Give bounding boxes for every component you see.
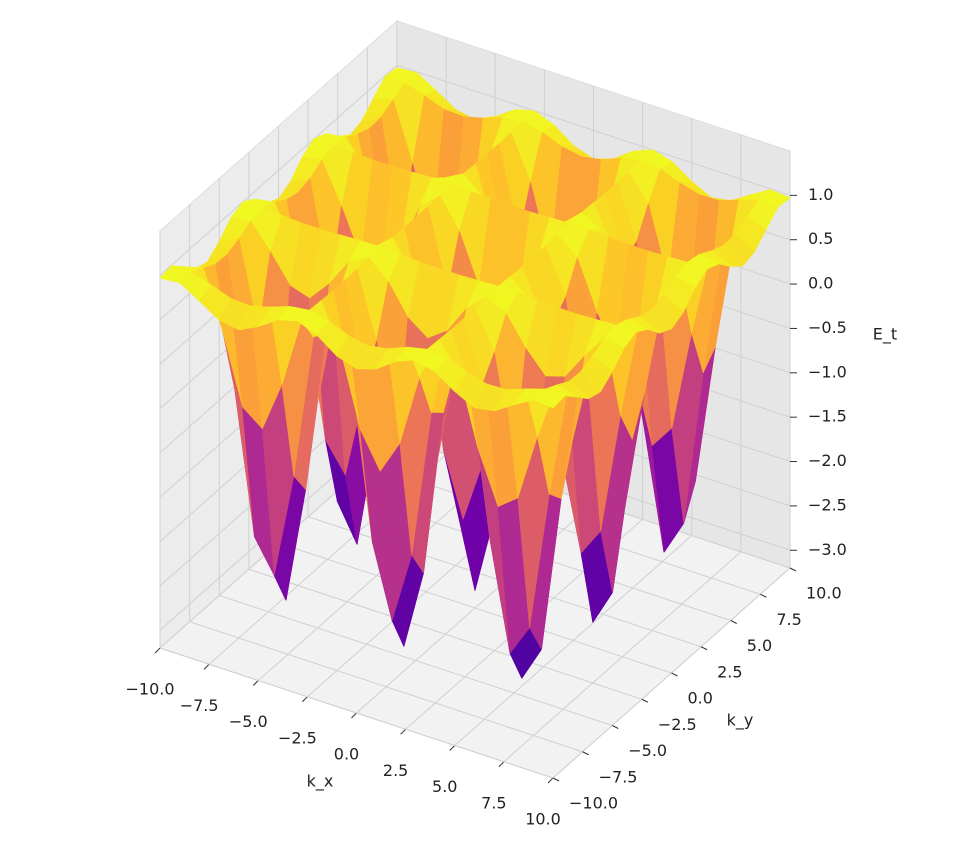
y-tick-label: −2.5 (658, 715, 697, 734)
x-tick-mark (302, 696, 308, 703)
grid-line (189, 621, 583, 753)
z-axis-label: E_t (873, 325, 897, 345)
x-tick-mark (498, 761, 505, 768)
grid-line (159, 64, 398, 276)
y-tick-label: 5.0 (747, 636, 772, 655)
z-tick-label: −0.5 (808, 318, 847, 337)
y-tick-mark (612, 725, 619, 729)
surface-patch (532, 388, 566, 409)
x-tick-mark (547, 777, 554, 784)
x-tick-mark (203, 663, 210, 670)
x-tick-label: 0.0 (334, 745, 359, 764)
x-tick-label: 5.0 (432, 777, 457, 796)
z-tick-label: −1.0 (808, 362, 847, 381)
grid-line (248, 568, 643, 700)
y-tick-mark (552, 777, 560, 782)
y-tick-mark (671, 672, 678, 677)
labels: k_x k_y E_t −10.0−7.5−5.0−2.50.02.55.07.… (125, 185, 897, 829)
grid-line (219, 595, 613, 726)
y-tick-label: −10.0 (569, 794, 618, 813)
y-tick-label: −5.0 (628, 741, 667, 760)
x-tick-mark (449, 745, 456, 751)
x-tick-label: −2.5 (278, 728, 317, 747)
x-tick-mark (400, 728, 406, 735)
surface (159, 67, 791, 679)
x-tick-mark (351, 712, 357, 719)
z-tick-label: −2.5 (808, 495, 847, 514)
y-tick-label: 10.0 (806, 584, 842, 603)
x-tick-label: 2.5 (383, 761, 408, 780)
y-tick-mark (582, 751, 589, 756)
grid-line (159, 647, 554, 779)
y-axis-label: k_y (727, 711, 754, 731)
z-tick-label: 0.0 (808, 274, 833, 293)
y-tick-mark (760, 593, 767, 598)
z-tick-label: −1.5 (808, 407, 847, 426)
y-tick-mark (789, 567, 797, 572)
x-axis-label: k_x (307, 772, 334, 792)
x-tick-mark (154, 647, 161, 654)
y-tick-mark (641, 698, 649, 703)
y-tick-label: 2.5 (717, 662, 742, 681)
z-tick-label: 0.5 (808, 229, 833, 248)
x-tick-mark (252, 680, 259, 686)
x-tick-label: −10.0 (125, 680, 174, 699)
z-tick-label: −2.0 (808, 451, 847, 470)
z-tick-label: 1.0 (808, 185, 833, 204)
x-tick-label: −5.0 (229, 712, 268, 731)
y-tick-mark (700, 646, 708, 651)
z-tick-label: −3.0 (808, 540, 847, 559)
grid-line (396, 64, 791, 196)
x-tick-label: −7.5 (180, 696, 219, 715)
y-tick-label: 7.5 (776, 610, 801, 629)
grid-line (278, 542, 672, 674)
y-tick-label: −7.5 (599, 767, 638, 786)
y-tick-label: 0.0 (688, 689, 713, 708)
y-tick-mark (730, 620, 737, 624)
x-tick-label: 10.0 (525, 810, 561, 829)
x-tick-label: 7.5 (481, 793, 506, 812)
